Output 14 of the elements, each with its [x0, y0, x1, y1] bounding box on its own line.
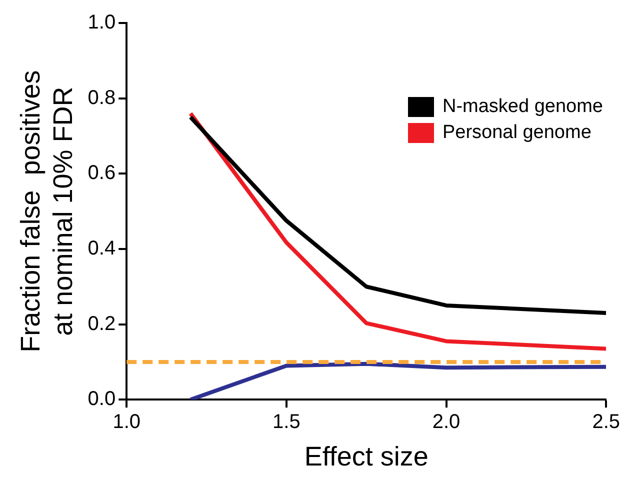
- y-tick-label: 0.4: [88, 237, 116, 260]
- x-axis-title: Effect size: [304, 441, 428, 472]
- x-tick-label: 1.5: [272, 411, 300, 434]
- y-tick-label: 1.0: [88, 12, 116, 34]
- legend-label: N-masked genome: [442, 96, 603, 118]
- y-axis-title: Fraction false positives at nominal 10% FDR: [16, 70, 78, 352]
- x-tick-label: 2.5: [592, 411, 620, 434]
- y-tick-label: 0.2: [88, 312, 116, 335]
- x-tick-label: 2.0: [432, 411, 460, 434]
- y-tick-label: 0.6: [88, 162, 116, 184]
- y-tick-label: 0.0: [88, 388, 116, 410]
- y-tick-label: 0.8: [88, 86, 116, 109]
- x-tick-label: 1.0: [112, 411, 141, 434]
- legend-label: Personal genome: [442, 122, 592, 144]
